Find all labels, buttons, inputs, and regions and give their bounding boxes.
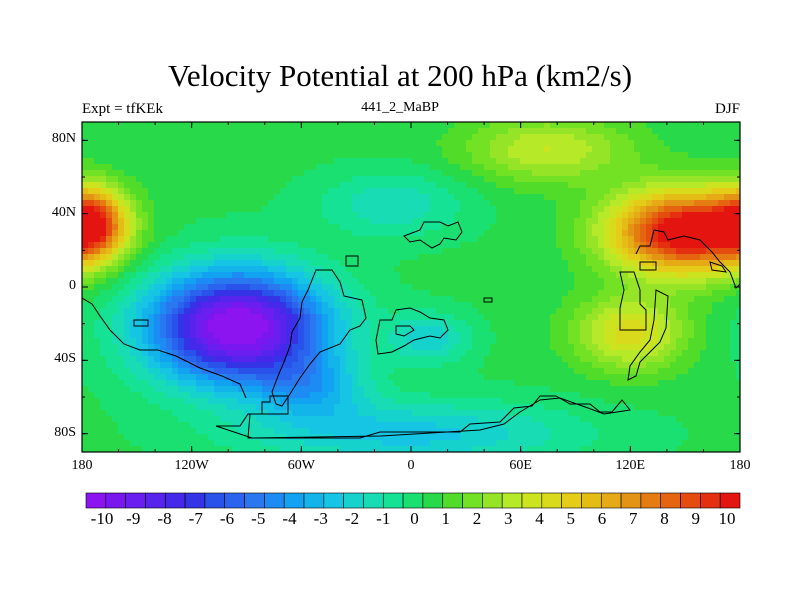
coastline-antarctica xyxy=(215,395,631,439)
coastline-south-america xyxy=(271,269,367,407)
y-tick-label: 80N xyxy=(51,131,76,147)
x-tick-label: 0 xyxy=(407,458,415,473)
x-tick-label: 180 xyxy=(71,458,93,473)
colorbar-label: -2 xyxy=(344,509,360,528)
colorbar-swatch xyxy=(660,492,681,509)
coastline-outlines xyxy=(82,221,740,439)
colorbar-swatch xyxy=(620,492,642,509)
colorbar xyxy=(85,492,741,509)
colorbar-label: 3 xyxy=(504,509,513,528)
colorbar-label: 10 xyxy=(718,509,736,528)
x-tick-label: 120E xyxy=(615,458,646,473)
coastline-small-island xyxy=(483,297,493,303)
colorbar-label: -3 xyxy=(313,509,328,528)
y-tick-label: 40N xyxy=(51,204,76,220)
colorbar-label: -10 xyxy=(90,509,114,528)
colorbar-label: 7 xyxy=(629,509,638,528)
colorbar-swatch xyxy=(442,492,463,509)
coastline-small-island xyxy=(133,319,149,327)
case-label: 441_2_MaBP xyxy=(361,100,439,115)
y-tick-label: 80S xyxy=(54,424,76,440)
colorbar-label: 0 xyxy=(410,509,419,528)
contour-field xyxy=(82,122,740,452)
colorbar-swatch xyxy=(719,492,741,509)
experiment-label: Expt = tfKEk xyxy=(82,101,163,117)
colorbar-swatch xyxy=(244,492,265,509)
colorbar-swatch xyxy=(164,492,186,509)
coastline-islands xyxy=(627,289,669,381)
colorbar-swatch xyxy=(581,492,602,509)
colorbar-swatch xyxy=(363,492,384,509)
axis-ticks xyxy=(81,122,741,452)
colorbar-swatch xyxy=(105,492,126,509)
colorbar-swatch xyxy=(125,492,146,509)
colorbar-label: 2 xyxy=(472,509,482,528)
colorbar-swatch xyxy=(303,492,325,509)
colorbar-swatch xyxy=(402,492,424,509)
x-tick-label: 120W xyxy=(174,458,209,473)
coastline-africa xyxy=(375,307,449,355)
x-tick-label: 180 xyxy=(729,458,751,473)
colorbar-swatch xyxy=(640,492,662,509)
colorbar-label: 6 xyxy=(597,509,607,528)
colorbar-label: 9 xyxy=(691,509,701,528)
coastline-asia xyxy=(635,229,740,289)
coastline-africa-interior xyxy=(395,325,415,337)
colorbar-swatch xyxy=(85,492,107,509)
colorbar-label: -9 xyxy=(126,509,141,528)
colorbar-swatch xyxy=(184,492,206,509)
colorbar-swatch xyxy=(462,492,483,509)
colorbar-label: -4 xyxy=(282,509,297,528)
coastline-small-island xyxy=(345,255,359,267)
colorbar-swatch xyxy=(283,492,305,509)
coastline-small-island xyxy=(709,261,728,273)
season-label: DJF xyxy=(714,101,740,117)
colorbar-swatch xyxy=(482,492,503,509)
x-tick-label: 60W xyxy=(287,458,315,473)
colorbar-label: -6 xyxy=(219,509,235,528)
y-tick-label: 40S xyxy=(54,351,76,367)
colorbar-label: 8 xyxy=(660,509,669,528)
colorbar-swatch xyxy=(680,492,701,509)
plot-title: Velocity Potential at 200 hPa (km2/s) xyxy=(167,58,633,93)
colorbar-swatch xyxy=(382,492,404,509)
x-tick-label: 60E xyxy=(509,458,532,473)
colorbar-label: -7 xyxy=(188,509,203,528)
colorbar-label: -8 xyxy=(157,509,172,528)
colorbar-label: 4 xyxy=(535,509,544,528)
colorbar-swatch xyxy=(343,492,364,509)
coastline-north-america xyxy=(82,297,247,399)
colorbar-swatch xyxy=(323,492,344,509)
coastline-asia-interior xyxy=(639,261,657,271)
colorbar-label: -5 xyxy=(251,509,266,528)
y-tick-label: 0 xyxy=(69,278,76,293)
colorbar-swatch xyxy=(600,492,622,509)
colorbar-swatch xyxy=(204,492,226,509)
colorbar-swatch xyxy=(541,492,562,509)
colorbar-swatch xyxy=(561,492,582,509)
colorbar-swatch xyxy=(422,492,444,509)
colorbar-swatch xyxy=(224,492,245,509)
coastline-australia xyxy=(619,271,647,331)
colorbar-swatch xyxy=(145,492,166,509)
colorbar-swatch xyxy=(501,492,523,509)
colorbar-label: 5 xyxy=(566,509,576,528)
coastline-europe xyxy=(403,221,463,249)
colorbar-label: 1 xyxy=(441,509,451,528)
colorbar-swatch xyxy=(264,492,285,509)
colorbar-label: -1 xyxy=(376,509,391,528)
colorbar-swatch xyxy=(700,492,721,509)
colorbar-swatch xyxy=(521,492,543,509)
